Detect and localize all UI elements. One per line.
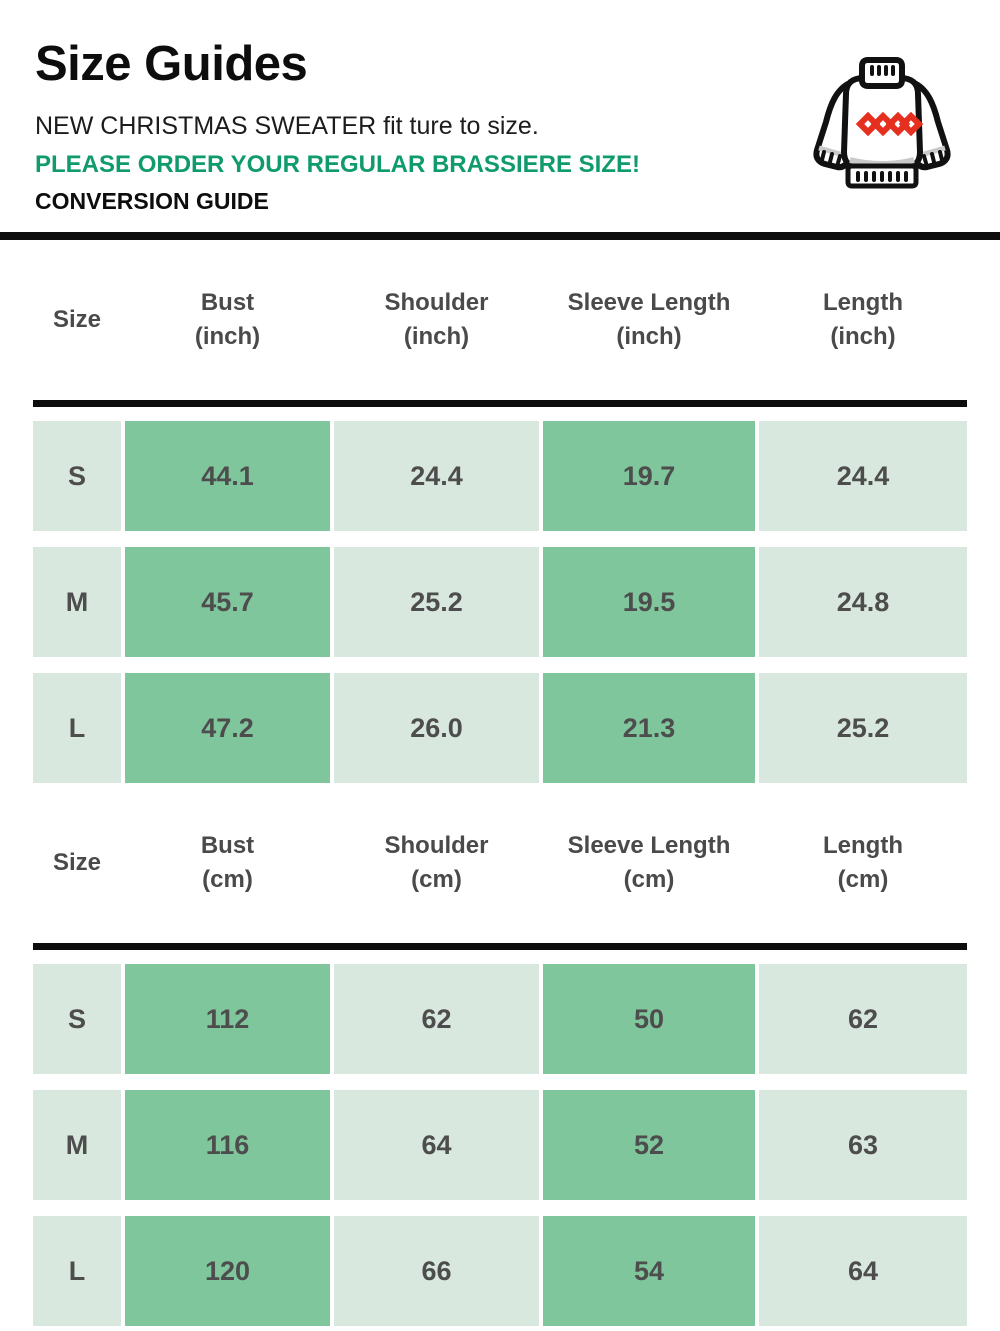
table-cell: 50: [543, 964, 755, 1074]
column-header-bust: Bust (cm): [200, 832, 255, 893]
table-cell: 64: [334, 1090, 539, 1200]
column-header-shoulder: Shoulder (inch): [384, 289, 489, 350]
table-cell: 19.7: [543, 421, 755, 531]
table-cell: 64: [759, 1216, 967, 1326]
table-cell: L: [33, 1216, 121, 1326]
column-header-sleeve-length: Sleeve Length (inch): [567, 289, 731, 350]
sweater-icon: [806, 56, 958, 194]
table-cell: S: [33, 964, 121, 1074]
table-header-row: Size Bust (inch) Shoulder (inch) Sleeve …: [33, 240, 967, 400]
size-table-cm: Size Bust (cm) Shoulder (cm) Sleeve Leng…: [33, 783, 967, 1326]
table-cell: S: [33, 421, 121, 531]
table-cell: 25.2: [759, 673, 967, 783]
column-header-length: Length (inch): [823, 289, 903, 350]
table-cell: 116: [125, 1090, 330, 1200]
page-title: Size Guides: [35, 37, 308, 91]
table-header-rule: [33, 400, 967, 407]
section-divider: [0, 232, 1000, 240]
table-cell: 54: [543, 1216, 755, 1326]
page-header: Size Guides NEW CHRISTMAS SWEATER fit tu…: [0, 0, 1000, 215]
table-cell: M: [33, 547, 121, 657]
table-cell: M: [33, 1090, 121, 1200]
size-table-inch: Size Bust (inch) Shoulder (inch) Sleeve …: [33, 240, 967, 783]
table-cell: 120: [125, 1216, 330, 1326]
fit-subtitle: NEW CHRISTMAS SWEATER fit ture to size.: [35, 112, 539, 140]
conversion-guide-label: CONVERSION GUIDE: [35, 188, 269, 214]
order-notice: PLEASE ORDER YOUR REGULAR BRASSIERE SIZE…: [35, 151, 640, 178]
table-cell: 24.4: [334, 421, 539, 531]
table-cell: 66: [334, 1216, 539, 1326]
table-cell: 24.8: [759, 547, 967, 657]
table-cell: 44.1: [125, 421, 330, 531]
table-cell: 24.4: [759, 421, 967, 531]
table-cell: L: [33, 673, 121, 783]
table-cell: 63: [759, 1090, 967, 1200]
table-cell: 62: [334, 964, 539, 1074]
table-cell: 45.7: [125, 547, 330, 657]
table-cell: 47.2: [125, 673, 330, 783]
column-header-length: Length (cm): [823, 832, 903, 893]
table-header-rule: [33, 943, 967, 950]
column-header-size: Size: [52, 849, 102, 877]
table-cell: 26.0: [334, 673, 539, 783]
table-cell: 112: [125, 964, 330, 1074]
column-header-shoulder: Shoulder (cm): [384, 832, 489, 893]
column-header-bust: Bust (inch): [194, 289, 261, 350]
table-cell: 25.2: [334, 547, 539, 657]
column-header-size: Size: [52, 306, 102, 334]
column-header-sleeve-length: Sleeve Length (cm): [567, 832, 731, 893]
table-cell: 52: [543, 1090, 755, 1200]
table-cell: 62: [759, 964, 967, 1074]
table-header-row: Size Bust (cm) Shoulder (cm) Sleeve Leng…: [33, 783, 967, 943]
table-cell: 21.3: [543, 673, 755, 783]
table-cell: 19.5: [543, 547, 755, 657]
